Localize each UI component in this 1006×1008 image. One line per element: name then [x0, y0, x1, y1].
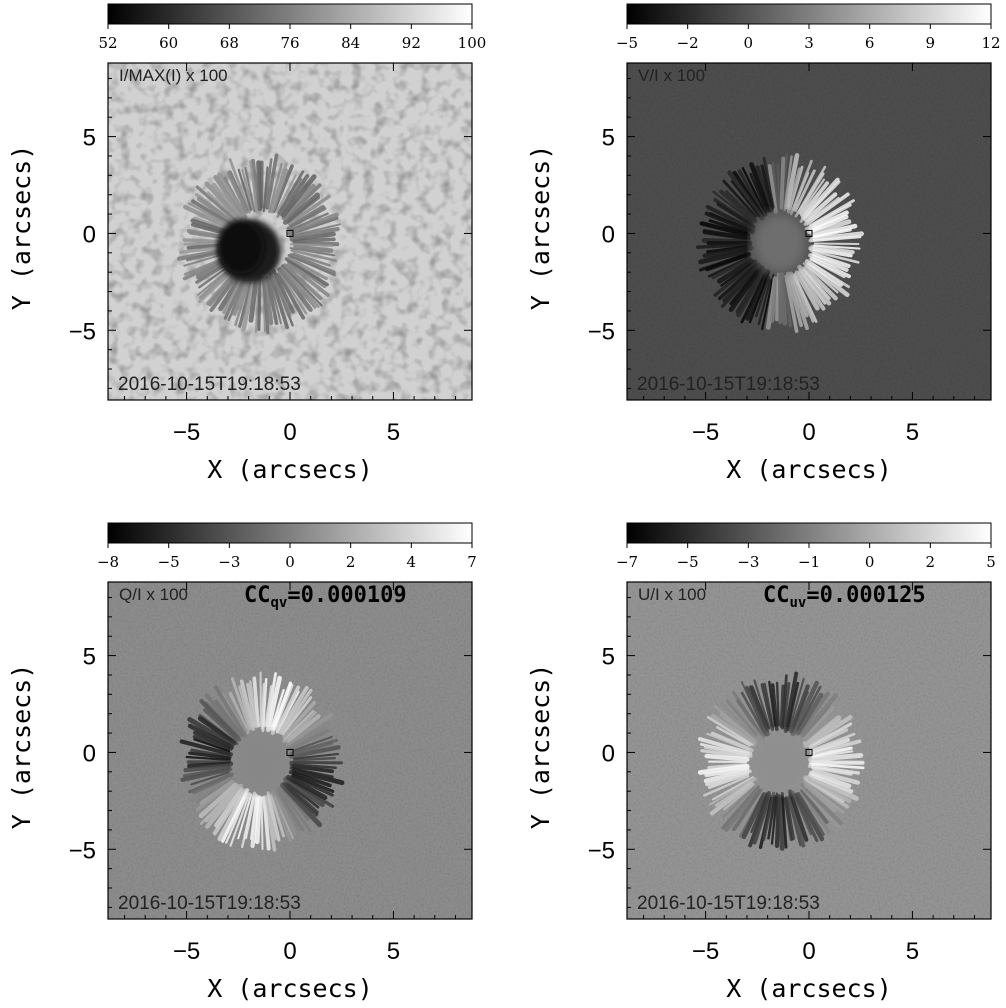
colorbar-tick-label: −7 — [616, 553, 638, 571]
correlation-coefficient: CCuv=0.000125 — [763, 583, 926, 611]
y-tick-label: −5 — [588, 837, 615, 864]
heatmap-image — [627, 63, 991, 400]
colorbar-tick-label: 52 — [98, 34, 117, 52]
panel-label: V/I x 100 — [638, 66, 705, 85]
colorbar-tick-label: 0 — [744, 34, 754, 52]
heatmap-image — [627, 582, 991, 919]
heatmap-image — [108, 63, 472, 400]
x-tick-label: −5 — [692, 419, 719, 446]
x-axis-label: X (arcsecs) — [207, 455, 373, 484]
x-axis-label: X (arcsecs) — [726, 974, 892, 1003]
colorbar-tick-label: 2 — [346, 553, 356, 571]
colorbar-tick-label: 60 — [159, 34, 178, 52]
reference-marker — [286, 748, 294, 756]
x-tick-label: 5 — [387, 938, 400, 965]
reference-marker — [286, 229, 294, 237]
colorbar-tick-label: 2 — [926, 553, 936, 571]
x-tick-label: 0 — [283, 938, 296, 965]
colorbar-tick-label: −3 — [218, 553, 240, 571]
heatmap-image — [108, 582, 472, 919]
y-axis-label: Y (arcsecs) — [7, 145, 36, 311]
colorbar-tick-label: 6 — [865, 34, 875, 52]
timestamp: 2016-10-15T19:18:53 — [118, 893, 301, 914]
timestamp: 2016-10-15T19:18:53 — [637, 893, 820, 914]
colorbar-tick-label: 0 — [865, 553, 875, 571]
colorbar — [107, 522, 473, 544]
y-tick-label: 5 — [83, 644, 96, 671]
colorbar-tick-label: 68 — [220, 34, 239, 52]
timestamp: 2016-10-15T19:18:53 — [637, 374, 820, 395]
colorbar — [107, 3, 473, 25]
colorbar-tick-label: −2 — [677, 34, 699, 52]
sunspot — [695, 153, 865, 333]
panel-2: −8 −5 −3 0 2 4 7 −5 0 5 5 0 −5 X (arcsecs) Y (arcsecs)… — [7, 522, 477, 1003]
y-axis-label: Y (arcsecs) — [7, 664, 36, 830]
y-tick-label: 0 — [83, 221, 96, 248]
x-tick-label: −5 — [692, 938, 719, 965]
noise-texture — [627, 582, 991, 919]
colorbar-tick-label: −1 — [798, 553, 820, 571]
panel-0: 52 60 68 76 84 92 100 −5 0 5 5 0 −5 X (arcsecs) Y (arc… — [7, 3, 487, 484]
panel-label: U/I x 100 — [638, 585, 706, 604]
y-tick-label: 0 — [602, 740, 615, 767]
colorbar-tick-label: −5 — [158, 553, 180, 571]
panel-1: −5 −2 0 3 6 9 12 −5 0 5 5 0 −5 X (arcsecs) Y (arcsecs)… — [526, 3, 1001, 484]
reference-marker — [805, 229, 813, 237]
colorbar — [626, 522, 992, 544]
sunspot — [179, 671, 345, 852]
timestamp: 2016-10-15T19:18:53 — [118, 374, 301, 395]
x-tick-label: 0 — [283, 419, 296, 446]
x-tick-label: 0 — [802, 419, 815, 446]
y-axis-label: Y (arcsecs) — [526, 664, 555, 830]
y-axis-label: Y (arcsecs) — [526, 145, 555, 311]
x-axis-label: X (arcsecs) — [726, 455, 892, 484]
colorbar-tick-label: −5 — [677, 553, 699, 571]
sunspot — [697, 671, 865, 851]
x-axis-label: X (arcsecs) — [207, 974, 373, 1003]
y-tick-label: 0 — [602, 221, 615, 248]
y-tick-label: −5 — [69, 318, 96, 345]
x-tick-label: 5 — [906, 419, 919, 446]
colorbar-tick-label: −5 — [616, 34, 638, 52]
panel-3: −7 −5 −3 −1 0 2 5 −5 0 5 5 0 −5 X (arcsecs) Y (arcsecs… — [526, 522, 996, 1003]
y-tick-label: 0 — [83, 740, 96, 767]
panel-label: I/MAX(I) x 100 — [119, 66, 228, 85]
colorbar-tick-label: 0 — [285, 553, 295, 571]
colorbar-tick-label: 92 — [402, 34, 421, 52]
correlation-coefficient: CCqv=0.000109 — [244, 583, 407, 611]
colorbar-tick-label: 4 — [407, 553, 417, 571]
reference-marker — [805, 748, 813, 756]
y-tick-label: 5 — [83, 125, 96, 152]
x-tick-label: −5 — [173, 938, 200, 965]
colorbar-tick-label: 76 — [280, 34, 299, 52]
colorbar-tick-label: 84 — [341, 34, 360, 52]
x-tick-label: 5 — [387, 419, 400, 446]
colorbar — [626, 3, 992, 25]
colorbar-tick-label: −3 — [737, 553, 759, 571]
panel-label: Q/I x 100 — [119, 585, 188, 604]
y-tick-label: −5 — [588, 318, 615, 345]
colorbar-tick-label: 3 — [804, 34, 814, 52]
colorbar-tick-label: 9 — [926, 34, 936, 52]
x-tick-label: −5 — [173, 419, 200, 446]
colorbar-tick-label: 7 — [467, 553, 477, 571]
sunspot — [177, 153, 341, 335]
y-tick-label: −5 — [69, 837, 96, 864]
y-tick-label: 5 — [602, 125, 615, 152]
colorbar-tick-label: 5 — [986, 553, 996, 571]
x-tick-label: 5 — [906, 938, 919, 965]
x-tick-label: 0 — [802, 938, 815, 965]
colorbar-tick-label: 100 — [458, 34, 487, 52]
y-tick-label: 5 — [602, 644, 615, 671]
colorbar-tick-label: −8 — [97, 553, 119, 571]
colorbar-tick-label: 12 — [981, 34, 1000, 52]
